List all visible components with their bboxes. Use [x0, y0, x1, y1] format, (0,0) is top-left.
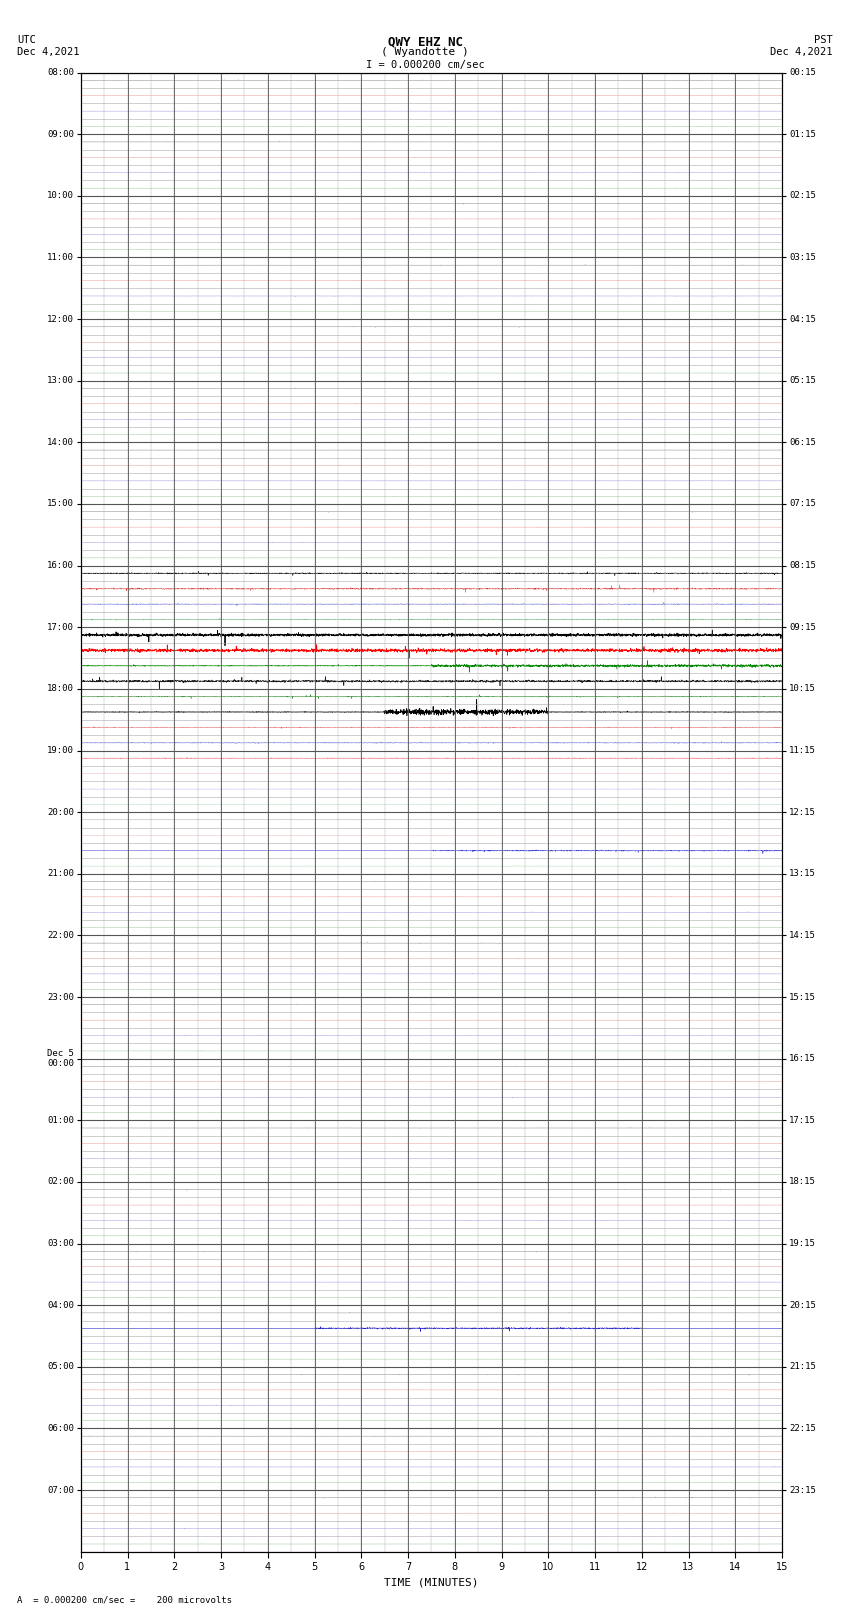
Text: A  = 0.000200 cm/sec =    200 microvolts: A = 0.000200 cm/sec = 200 microvolts — [17, 1595, 232, 1605]
Text: Dec 4,2021: Dec 4,2021 — [17, 47, 80, 56]
Text: I = 0.000200 cm/sec: I = 0.000200 cm/sec — [366, 60, 484, 69]
X-axis label: TIME (MINUTES): TIME (MINUTES) — [384, 1578, 479, 1587]
Text: PST: PST — [814, 35, 833, 45]
Text: QWY EHZ NC: QWY EHZ NC — [388, 35, 462, 48]
Text: Dec 4,2021: Dec 4,2021 — [770, 47, 833, 56]
Text: UTC: UTC — [17, 35, 36, 45]
Text: ( Wyandotte ): ( Wyandotte ) — [381, 47, 469, 56]
